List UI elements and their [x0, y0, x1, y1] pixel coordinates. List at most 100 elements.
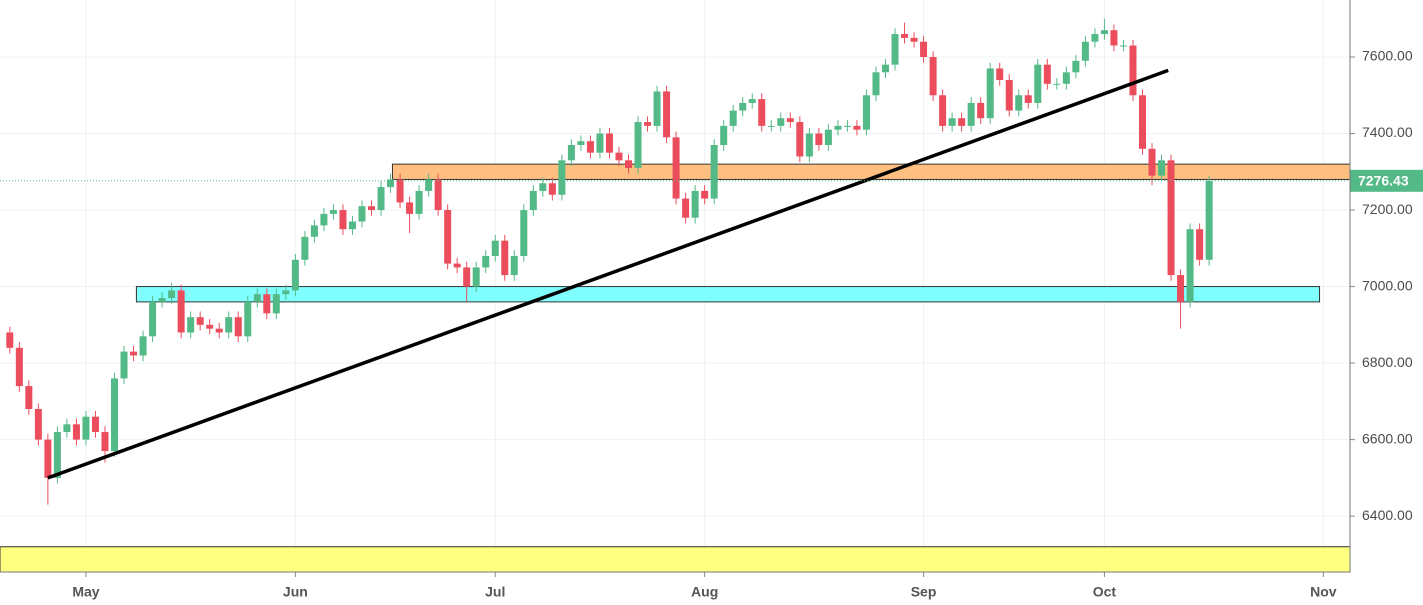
- candle-body: [720, 125, 728, 146]
- candle-body: [1091, 34, 1099, 42]
- candle-body: [472, 267, 480, 287]
- candle-body: [72, 424, 80, 440]
- candle-body: [1005, 79, 1013, 111]
- candle-body: [996, 68, 1004, 80]
- candle-body: [406, 202, 414, 214]
- candle-body: [834, 125, 842, 130]
- x-tick-label: May: [72, 584, 99, 600]
- x-tick-label: Jul: [485, 584, 505, 600]
- candle-body: [1024, 95, 1032, 103]
- candle-body: [453, 263, 461, 268]
- candle-body: [225, 317, 233, 333]
- y-tick-label: 6400.00: [1362, 507, 1413, 523]
- candle-body: [444, 210, 452, 264]
- candle-body: [263, 294, 271, 314]
- candle-body: [882, 64, 890, 73]
- candle-body: [396, 179, 404, 203]
- candle-body: [615, 152, 623, 161]
- candle-body: [377, 187, 385, 211]
- candle-body: [34, 409, 42, 440]
- candle-body: [25, 386, 33, 410]
- candle-body: [368, 206, 376, 211]
- candle-body: [843, 125, 851, 127]
- candle-body: [272, 294, 280, 314]
- candle-body: [491, 240, 499, 256]
- candle-body: [634, 122, 642, 168]
- candle-body: [1062, 72, 1070, 84]
- candle-body: [625, 160, 633, 168]
- candle-body: [158, 298, 166, 302]
- candle-body: [824, 129, 832, 146]
- x-tick-label: Aug: [691, 584, 718, 600]
- candle-body: [215, 328, 223, 333]
- candle-body: [234, 317, 242, 337]
- trendline: [47, 68, 1169, 480]
- candle-body: [82, 416, 90, 440]
- candle-body: [501, 240, 509, 276]
- candle-body: [558, 160, 566, 195]
- candle-body: [253, 294, 261, 302]
- candle-body: [510, 255, 518, 276]
- y-tick-label: 6600.00: [1362, 430, 1413, 446]
- candle-body: [958, 118, 966, 126]
- candle-body: [1119, 45, 1127, 47]
- y-tick-label: 7600.00: [1362, 48, 1413, 64]
- candle-body: [577, 141, 585, 146]
- candle-body: [758, 99, 766, 126]
- candle-body: [644, 122, 652, 126]
- candle-body: [986, 68, 994, 119]
- x-tick-label: Sep: [911, 584, 937, 600]
- candle-body: [653, 91, 661, 126]
- candle-body: [539, 183, 547, 191]
- candle-body: [206, 324, 214, 329]
- candle-body: [463, 267, 471, 287]
- y-tick-label: 6800.00: [1362, 354, 1413, 370]
- candle-body: [701, 190, 709, 199]
- candle-body: [529, 190, 537, 211]
- candle-body: [682, 198, 690, 218]
- candle-body: [91, 416, 99, 432]
- candle-body: [967, 102, 975, 126]
- candle-body: [920, 41, 928, 58]
- candle-body: [320, 213, 328, 226]
- candle-body: [1110, 30, 1118, 46]
- candle-body: [434, 179, 442, 211]
- candle-body: [520, 210, 528, 256]
- candle-body: [130, 351, 138, 356]
- candle-body: [596, 133, 604, 153]
- candle-body: [15, 347, 23, 387]
- candle-body: [1138, 95, 1146, 149]
- candle-body: [910, 37, 918, 42]
- candle-body: [1186, 229, 1194, 302]
- candle-body: [177, 290, 185, 333]
- candle-body: [120, 351, 128, 379]
- price-label-box: [1350, 169, 1423, 192]
- candle-body: [301, 236, 309, 260]
- candle-body: [1100, 30, 1108, 35]
- zone: [0, 546, 1351, 573]
- candle-body: [548, 183, 556, 195]
- candle-body: [663, 91, 671, 138]
- candle-body: [567, 145, 575, 161]
- x-tick-label: Nov: [1310, 584, 1337, 600]
- candle-body: [805, 133, 813, 157]
- candle-body: [1072, 60, 1080, 73]
- candle-body: [1196, 229, 1204, 260]
- candle-body: [348, 221, 356, 230]
- candle-body: [1205, 180, 1213, 260]
- candle-body: [901, 34, 909, 38]
- candle-body: [939, 95, 947, 126]
- candle-body: [44, 439, 52, 478]
- candle-body: [748, 99, 756, 103]
- price-label: 7276.43: [1358, 173, 1409, 189]
- candle-body: [149, 301, 157, 337]
- candle-body: [862, 95, 870, 130]
- candle-body: [1043, 64, 1051, 84]
- candle-body: [1158, 160, 1166, 176]
- candle-body: [605, 133, 613, 153]
- candle-body: [691, 190, 699, 218]
- candle-body: [1167, 160, 1175, 276]
- candle-body: [339, 210, 347, 230]
- candle-body: [1148, 148, 1156, 176]
